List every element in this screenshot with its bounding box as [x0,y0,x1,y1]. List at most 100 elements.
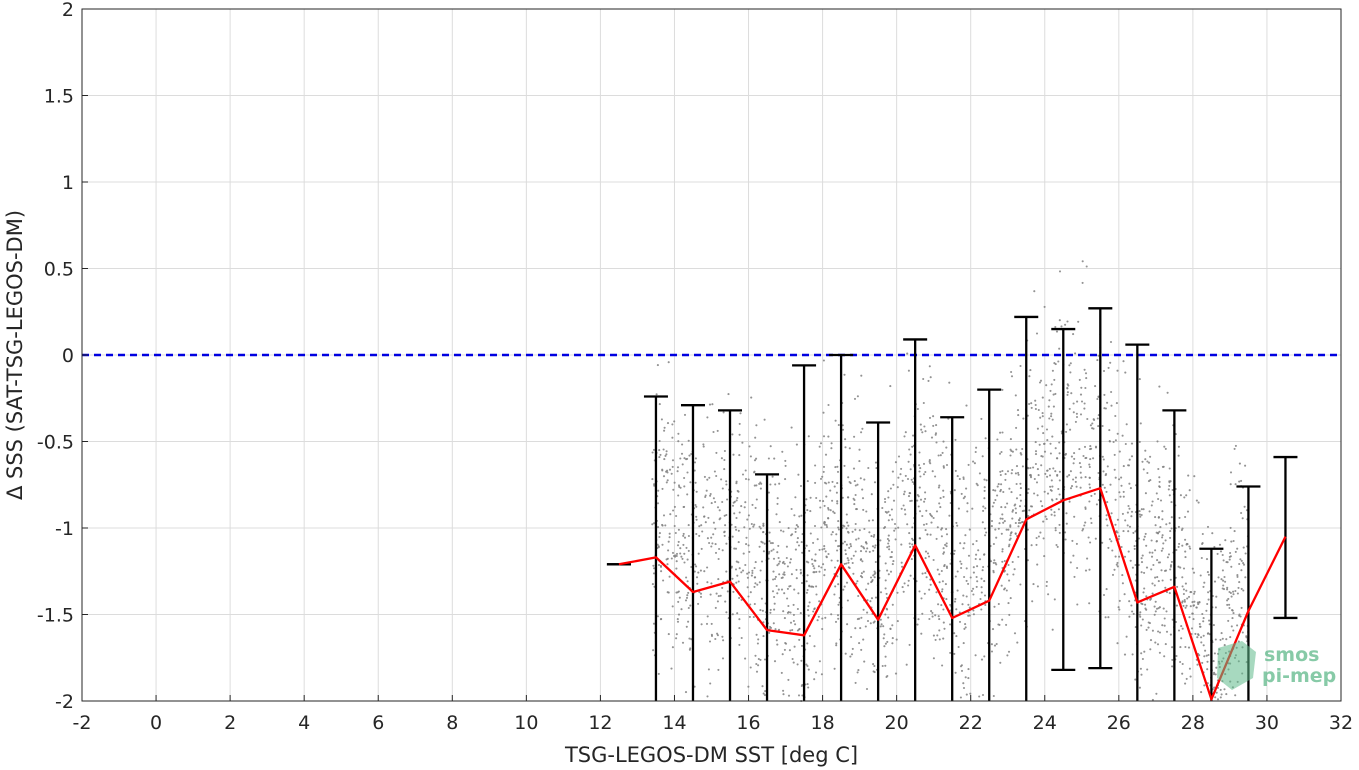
scatter-point [1236,547,1239,550]
scatter-point [992,501,995,504]
scatter-point [746,586,749,589]
scatter-point [812,585,815,588]
scatter-point [1127,530,1130,533]
scatter-point [754,654,757,657]
scatter-point [806,574,809,577]
scatter-point [1161,547,1164,550]
scatter-point [777,556,780,560]
scatter-point [1116,369,1119,372]
scatter-point [1050,508,1053,511]
scatter-point [910,558,913,561]
scatter-point [781,561,784,564]
scatter-point [1145,628,1148,631]
scatter-point [690,452,693,456]
scatter-point [1016,409,1020,412]
scatter-point [902,504,905,507]
scatter-point [845,513,848,516]
scatter-point [906,477,910,481]
scatter-point [1188,489,1191,492]
scatter-point [993,605,996,608]
scatter-point [762,522,765,525]
scatter-point [835,644,838,647]
scatter-point [738,454,741,457]
scatter-point [1139,667,1142,670]
scatter-point [1034,462,1037,466]
scatter-point [1142,468,1145,471]
scatter-point [738,567,741,570]
scatter-point [746,572,749,575]
scatter-point [1110,512,1113,515]
scatter-point [1007,545,1011,548]
scatter-point [689,604,692,607]
scatter-point [920,597,923,600]
scatter-point [1075,542,1078,545]
scatter-point [921,431,924,434]
scatter-point [1169,578,1172,581]
scatter-point [1028,474,1032,477]
scatter-point [907,495,911,498]
scatter-point [941,580,944,583]
scatter-point [822,465,826,468]
scatter-point [889,385,892,388]
scatter-point [1001,560,1004,563]
scatter-point [1154,524,1157,527]
scatter-point [1244,552,1247,555]
scatter-point [816,538,819,541]
scatter-point [1189,605,1192,608]
scatter-point [892,499,896,502]
scatter-point [780,576,783,580]
scatter-point [738,596,741,600]
scatter-point [1090,521,1093,525]
scatter-point [663,426,666,429]
scatter-point [860,431,863,434]
scatter-point [693,570,696,573]
scatter-point [685,458,688,461]
scatter-point [702,506,705,509]
scatter-point [1014,472,1017,475]
scatter-point [749,591,752,594]
scatter-point [698,525,701,528]
scatter-point [1168,522,1171,525]
scatter-point [1238,480,1241,483]
scatter-point [1165,523,1168,526]
scatter-point [813,571,816,574]
scatter-point [695,576,699,579]
scatter-point [1163,655,1166,658]
scatter-point [1222,559,1225,562]
scatter-point [963,575,966,579]
scatter-point [1171,488,1174,492]
scatter-point [896,620,899,623]
scatter-point [1116,518,1119,521]
scatter-point [1111,573,1115,576]
scatter-point [658,535,661,539]
scatter-point [677,613,681,616]
scatter-point [924,550,928,553]
scatter-point [1197,633,1200,636]
scatter-point [891,603,894,606]
scatter-point [784,464,787,467]
scatter-point [670,557,673,560]
scatter-point [668,536,671,539]
scatter-point [931,611,934,614]
scatter-point [926,552,930,555]
scatter-point [1058,479,1061,482]
scatter-point [725,570,728,573]
scatter-point [1196,636,1199,639]
scatter-point [953,652,956,655]
scatter-point [1035,332,1039,335]
scatter-point [1070,392,1073,395]
scatter-point [1009,454,1012,457]
scatter-point [1042,432,1045,435]
scatter-point [1011,517,1014,520]
scatter-point [885,675,888,679]
scatter-point [835,642,838,645]
scatter-point [940,569,943,573]
scatter-point [1006,470,1010,473]
scatter-point [748,445,751,448]
scatter-point [1105,588,1108,591]
scatter-point [688,454,691,457]
scatter-point [1005,528,1008,531]
scatter-point [680,452,684,455]
scatter-point [837,423,840,427]
scatter-point [939,506,942,509]
